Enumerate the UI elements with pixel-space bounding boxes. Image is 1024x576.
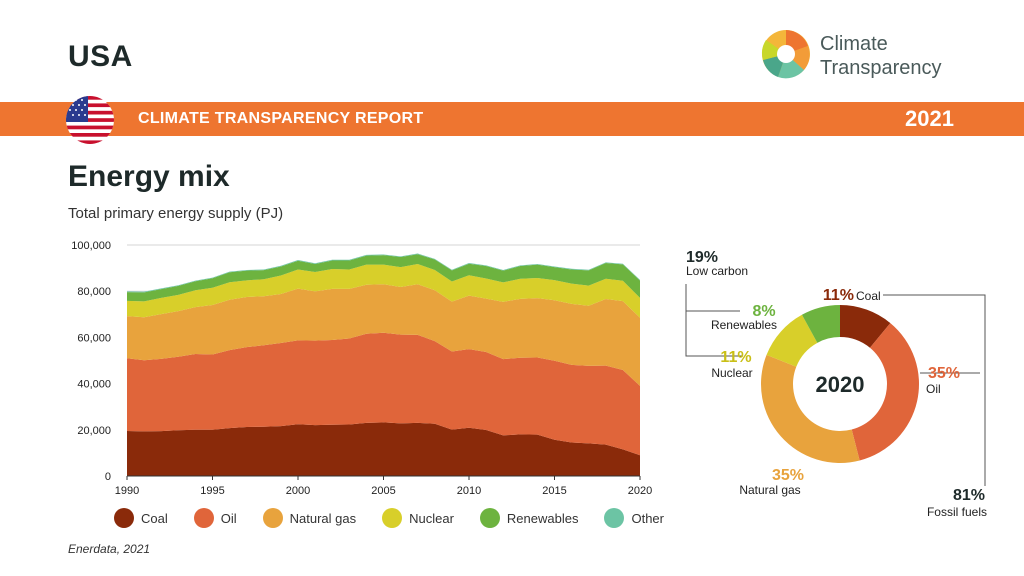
donut-name-coal: Coal: [856, 289, 881, 303]
y-tick-label: 20,000: [77, 425, 111, 437]
y-tick-label: 80,000: [77, 286, 111, 298]
donut-pct-nuclear: 11%: [720, 349, 751, 366]
donut-pct-coal: 11%: [823, 287, 854, 304]
donut-slice-coal: [840, 305, 891, 348]
donut-slice-oil: [851, 323, 919, 461]
energy-mix-area-chart: 0 20,000 40,000 60,000 80,000 100,000 1990 1995…: [71, 240, 652, 497]
report-banner: CLIMATE TRANSPARENCY REPORT 2021: [0, 102, 1024, 136]
area-nuclear: [127, 263, 640, 318]
chart-legend: Coal Oil Natural gas Nuclear Renewables Other: [114, 508, 690, 528]
area-renewables: [127, 254, 640, 302]
legend-label: Natural gas: [289, 510, 357, 526]
legend-item-coal: Coal: [114, 508, 168, 528]
legend-label: Renewables: [506, 510, 579, 526]
group-name-fossil-fuels: Fossil fuels: [927, 505, 987, 519]
area-natural-gas: [127, 284, 640, 386]
source-note: Enerdata, 2021: [68, 542, 151, 556]
donut-name-natural-gas: Natural gas: [739, 483, 800, 497]
donut-pct-natural-gas: 35%: [772, 467, 804, 484]
area-oil: [127, 332, 640, 456]
donut-pct-renewables: 8%: [752, 303, 775, 320]
y-tick-label: 100,000: [71, 240, 111, 252]
connector-low-carbon: [685, 284, 742, 357]
x-tick-label: 1995: [200, 485, 224, 497]
usa-flag-icon: [66, 96, 114, 144]
legend-item-other: Other: [604, 508, 664, 528]
y-tick-label: 40,000: [77, 379, 111, 391]
section-title: Energy mix: [68, 160, 230, 193]
legend-label: Oil: [220, 510, 237, 526]
logo-line1: Climate: [820, 33, 888, 55]
donut-center-label: 2020: [816, 372, 865, 397]
legend-swatch: [262, 508, 283, 528]
donut-pct-oil: 35%: [928, 365, 960, 382]
y-tick-label: 60,000: [77, 332, 111, 344]
group-pct-fossil-fuels: 81%: [953, 487, 985, 504]
chart-subtitle: Total primary energy supply (PJ): [68, 205, 284, 222]
donut-name-nuclear: Nuclear: [711, 366, 752, 380]
climate-transparency-logo: Climate Transparency: [758, 26, 978, 86]
report-title: CLIMATE TRANSPARENCY REPORT: [138, 110, 424, 127]
x-tick-label: 2015: [542, 485, 566, 497]
donut-slice-nuclear: [766, 314, 818, 367]
x-tick-label: 1990: [115, 485, 139, 497]
legend-item-oil: Oil: [193, 508, 237, 528]
legend-item-natural-gas: Natural gas: [262, 508, 357, 528]
y-tick-label: 0: [105, 471, 111, 483]
legend-swatch: [604, 508, 625, 528]
legend-label: Coal: [141, 510, 168, 526]
legend-item-nuclear: Nuclear: [382, 508, 454, 528]
x-tick-label: 2020: [628, 485, 652, 497]
donut-name-oil: Oil: [926, 382, 941, 396]
donut-slice-natural-gas: [761, 354, 860, 463]
legend-label: Other: [631, 510, 664, 526]
x-tick-label: 2005: [371, 485, 395, 497]
connector-fossil-fuels: [883, 294, 986, 486]
legend-swatch: [382, 508, 403, 528]
legend-swatch: [479, 508, 500, 528]
country-title: USA: [68, 40, 133, 73]
legend-label: Nuclear: [409, 510, 454, 526]
legend-swatch: [193, 508, 214, 528]
donut-slice-renewables: [801, 305, 840, 343]
group-pct-low-carbon: 19%: [686, 249, 718, 266]
legend-swatch: [114, 508, 134, 528]
x-tick-label: 2010: [457, 485, 481, 497]
legend-item-renewables: Renewables: [479, 508, 579, 528]
donut-name-renewables: Renewables: [711, 318, 777, 332]
logo-icon: [762, 30, 810, 79]
group-name-low-carbon: Low carbon: [686, 264, 748, 278]
x-tick-label: 2000: [286, 485, 310, 497]
logo-line2: Transparency: [820, 57, 942, 79]
report-year: 2021: [905, 106, 954, 131]
area-coal: [127, 422, 640, 476]
